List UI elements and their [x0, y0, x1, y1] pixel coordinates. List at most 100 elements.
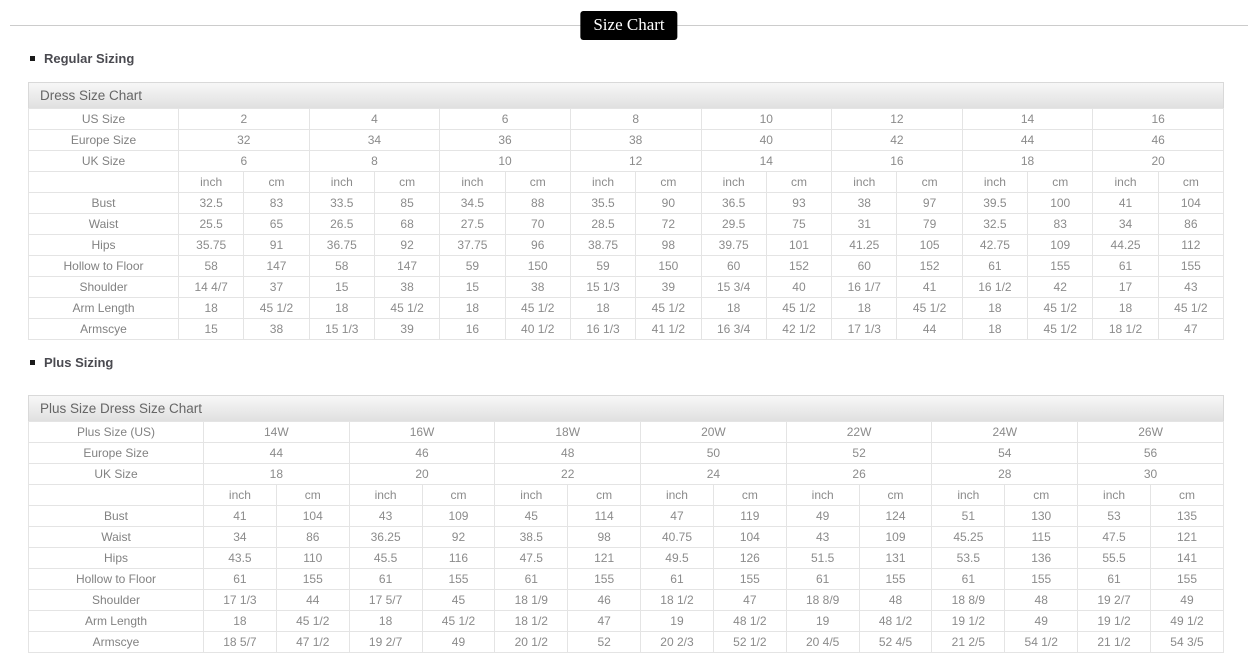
value-cell: 150	[504, 255, 571, 277]
value-cell: 152	[896, 255, 963, 277]
value-cell: 32.5	[177, 192, 245, 214]
value-cell: 19	[785, 610, 860, 632]
value-cell: 49 1/2	[1149, 610, 1225, 632]
value-cell: 21 2/5	[931, 631, 1006, 653]
value-cell: 24	[640, 463, 787, 485]
value-cell: 104	[275, 505, 350, 527]
value-cell: 48 1/2	[858, 610, 933, 632]
value-cell: 75	[765, 213, 833, 235]
value-cell: 116	[421, 547, 496, 569]
value-cell: 18	[961, 297, 1029, 319]
value-cell: 4	[308, 108, 441, 130]
value-cell: 38	[373, 276, 441, 298]
value-cell: cm	[712, 484, 787, 506]
value-cell: 18	[700, 297, 767, 319]
value-cell: cm	[765, 171, 833, 193]
measurement-row: Bust 32.5 83 33.5 85 34.5 88 35.5 90 36.5 93 38 97 39…	[28, 192, 1225, 214]
value-cell: 18 1/9	[494, 589, 569, 611]
measurement-row: Waist 25.5 65 26.5 68 27.5 70 28.5 72 29.5 75 31 79 3…	[28, 213, 1225, 235]
value-cell: cm	[421, 484, 496, 506]
measurement-row: Hips 35.75 91 36.75 92 37.75 96 38.75 98 39.75 101…	[28, 234, 1225, 256]
value-cell: 41	[203, 505, 277, 527]
size-header-row: US Size 2 4 6 8 10 12 14 16	[28, 108, 1224, 130]
value-cell: 45 1/2	[504, 297, 571, 319]
value-cell: 83	[1027, 213, 1094, 235]
measurement-row: Shoulder 14 4/7 37 15 38 15 38 15 1/3 39 15 3/4 40…	[28, 276, 1225, 298]
value-cell: 96	[504, 234, 571, 256]
value-cell: 141	[1149, 547, 1225, 569]
value-cell: 48	[494, 442, 642, 464]
value-cell: 12	[831, 108, 963, 130]
value-cell: 114	[567, 505, 642, 527]
value-cell: 14 4/7	[177, 276, 245, 298]
value-cell: 18	[961, 150, 1094, 172]
measurement-row: Waist 34 86 36.25 92 38.5 98 40.75 104 43 109 45.25…	[28, 526, 1225, 548]
value-cell: 37.75	[439, 234, 506, 256]
value-cell: 12	[569, 150, 702, 172]
value-cell: 52 4/5	[858, 631, 933, 653]
value-cell: 92	[421, 526, 496, 548]
value-cell: inch	[203, 484, 277, 506]
value-cell: cm	[1157, 171, 1225, 193]
value-cell: 53	[1077, 505, 1151, 527]
value-cell: 98	[567, 526, 642, 548]
value-cell: 45 1/2	[896, 297, 963, 319]
row-label-cell: Hips	[28, 234, 179, 256]
value-cell: 45 1/2	[635, 297, 702, 319]
value-cell: 15 1/3	[569, 276, 637, 298]
value-cell: 155	[421, 568, 496, 590]
value-cell: 26	[785, 463, 933, 485]
value-cell: inch	[569, 171, 637, 193]
value-cell: 38	[243, 318, 310, 340]
value-cell: 61	[1077, 568, 1151, 590]
value-cell: 24W	[931, 421, 1079, 443]
value-cell: 25.5	[177, 213, 245, 235]
value-cell: 42	[1027, 276, 1094, 298]
value-cell: 16W	[348, 421, 496, 443]
value-cell: 38.5	[494, 526, 569, 548]
value-cell: 45.25	[931, 526, 1006, 548]
value-cell: 104	[1157, 192, 1225, 214]
value-cell: 47	[1157, 318, 1225, 340]
value-cell: 32.5	[961, 213, 1029, 235]
value-cell: 18	[308, 297, 375, 319]
value-cell: 42 1/2	[765, 318, 833, 340]
value-cell: 60	[700, 255, 767, 277]
value-cell: 155	[1004, 568, 1079, 590]
value-cell: 155	[1149, 568, 1225, 590]
value-cell: inch	[700, 171, 767, 193]
size-header-row: Europe Size 44 46 48 50 52 54 56	[28, 442, 1224, 464]
value-cell: 45	[494, 505, 569, 527]
row-label-cell: Europe Size	[28, 442, 204, 464]
value-cell: 6	[178, 150, 310, 172]
value-cell: 85	[373, 192, 441, 214]
value-cell: 38	[569, 129, 702, 151]
value-cell: 33.5	[308, 192, 375, 214]
value-cell: 46	[1092, 129, 1224, 151]
value-cell: 8	[569, 108, 702, 130]
value-cell: cm	[1149, 484, 1225, 506]
value-cell: inch	[348, 484, 423, 506]
value-cell: 20	[348, 463, 496, 485]
value-cell: 61	[494, 568, 569, 590]
value-cell: 86	[275, 526, 350, 548]
value-cell: 15 3/4	[700, 276, 767, 298]
value-cell: 124	[858, 505, 933, 527]
value-cell: 42	[831, 129, 963, 151]
measurement-row: Hollow to Floor 61 155 61 155 61 155 61 155 61 155…	[28, 568, 1225, 590]
value-cell: 45 1/2	[765, 297, 833, 319]
value-cell: inch	[494, 484, 569, 506]
value-cell: 112	[1157, 234, 1225, 256]
row-label-cell: Europe Size	[28, 129, 179, 151]
value-cell: 36	[439, 129, 571, 151]
value-cell: 43	[348, 505, 423, 527]
value-cell: 38	[504, 276, 571, 298]
value-cell: 147	[243, 255, 310, 277]
size-header-row: UK Size 6 8 10 12 14 16 18 20	[28, 150, 1224, 172]
section-heading-regular-sizing: Regular Sizing	[30, 50, 1258, 66]
unit-header-row: inch cm inch cm inch cm inch cm inch cm inch cm inch…	[28, 484, 1225, 506]
page-title-badge: Size Chart	[580, 11, 678, 40]
value-cell: 40	[765, 276, 833, 298]
value-cell: 72	[635, 213, 702, 235]
value-cell: 19 2/7	[1077, 589, 1151, 611]
